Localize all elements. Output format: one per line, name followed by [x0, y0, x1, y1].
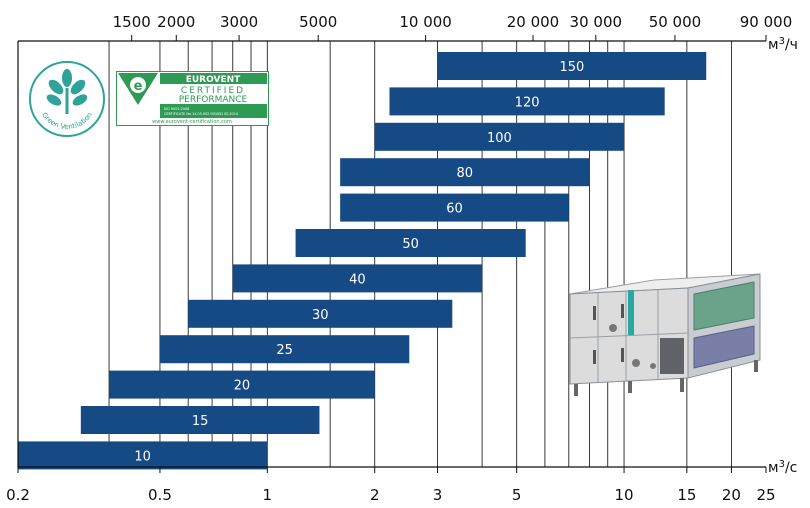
bar-label: 100 [487, 131, 512, 146]
top-tick-label: 2000 [157, 13, 195, 31]
range-bar [340, 158, 590, 187]
range-bars: 150 120 100 80 60 50 40 30 25 20 15 10 [18, 52, 707, 470]
bar-label: 120 [515, 95, 540, 110]
top-tick-label: 30 000 [570, 13, 623, 31]
bottom-axis-unit: м3/с [768, 459, 797, 477]
bar-label: 40 [349, 272, 366, 287]
top-tick-label: 10 000 [399, 13, 452, 31]
bar-label: 50 [402, 237, 419, 252]
air-handling-unit-icon [569, 273, 761, 396]
range-bar [109, 370, 375, 399]
range-bar [295, 229, 526, 257]
bottom-tick-label: 25 [756, 486, 775, 504]
svg-text:Green Ventilation: Green Ventilation [40, 111, 94, 131]
range-bar [159, 335, 410, 364]
svg-text:e: e [134, 79, 143, 94]
bottom-tick-label: 5 [512, 486, 522, 504]
eurovent-line5: CERTIFICATE No 14.05.002 ISSUED 05.2014 [164, 112, 238, 116]
eurovent-logo: e EUROVENT CERTIFIED PERFORMANCE ISO 900… [116, 71, 269, 126]
bar-label: 60 [446, 202, 463, 217]
bottom-tick-label: 20 [722, 486, 741, 504]
range-bar [188, 299, 453, 328]
bottom-tick-label: 3 [433, 486, 443, 504]
range-bar [18, 441, 268, 470]
green-ventilation-text: Green Ventilation [40, 111, 94, 131]
top-tick-label: 5000 [299, 13, 337, 31]
range-bar [437, 52, 707, 80]
bottom-tick-label: 0.2 [6, 486, 30, 504]
range-bar [389, 87, 665, 116]
bar-label: 25 [276, 343, 293, 358]
eurovent-url: www.eurovent-certification.com [152, 119, 232, 125]
range-bar [80, 406, 320, 434]
axes: 1500 2000 3000 5000 10 000 20 000 30 000 50 000… [6, 13, 798, 504]
plant-icon [46, 69, 88, 114]
bottom-tick-label: 10 [615, 486, 634, 504]
green-ventilation-logo: Green Ventilation [29, 61, 105, 137]
bar-label: 20 [234, 379, 251, 394]
top-axis-unit: м3/ч [768, 36, 798, 54]
top-tick-label: 50 000 [649, 13, 702, 31]
bottom-tick-label: 1 [263, 486, 273, 504]
bottom-tick-label: 2 [370, 486, 380, 504]
bar-label: 150 [559, 60, 584, 75]
top-tick-label: 20 000 [507, 13, 560, 31]
eurovent-line2: CERTIFIED [181, 86, 245, 96]
eurovent-line1: EUROVENT [186, 75, 241, 85]
bar-label: 15 [192, 414, 209, 429]
top-tick-label: 3000 [220, 13, 258, 31]
eurovent-line3: PERFORMANCE [179, 95, 248, 105]
bar-label: 80 [457, 166, 474, 181]
bottom-tick-label: 0.5 [148, 486, 172, 504]
top-tick-label: 1500 [113, 13, 151, 31]
range-bar [340, 193, 569, 222]
bottom-tick-label: 15 [677, 486, 696, 504]
bar-label: 30 [312, 308, 329, 323]
range-bar [232, 264, 483, 293]
top-tick-label: 90 000 [740, 13, 793, 31]
eurovent-line4: ISO 9001:2008 [164, 107, 189, 111]
bar-label: 10 [134, 449, 151, 464]
range-bar [374, 122, 625, 151]
